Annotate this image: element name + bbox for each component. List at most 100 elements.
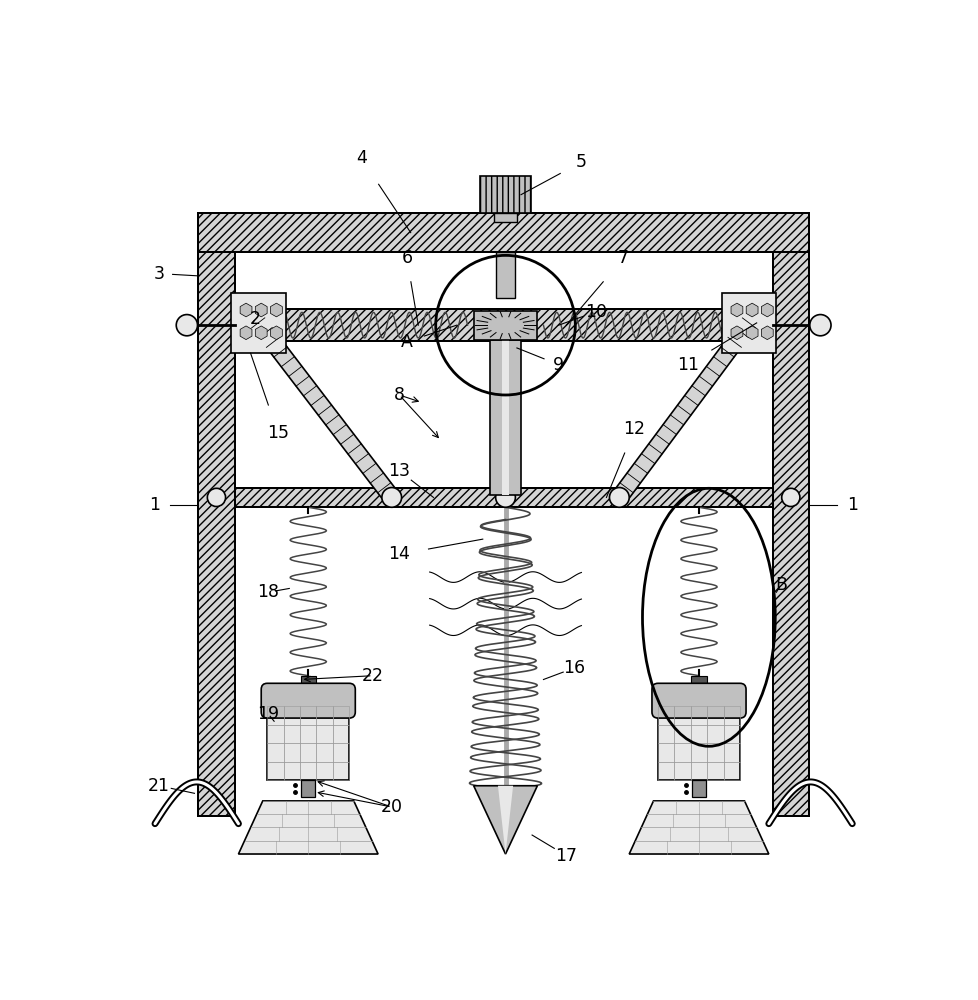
Circle shape	[207, 488, 225, 507]
Bar	[333, 743, 349, 762]
Text: 12: 12	[623, 420, 645, 438]
Bar	[690, 762, 706, 780]
Bar	[198, 213, 235, 816]
Polygon shape	[498, 786, 512, 854]
Text: 4: 4	[356, 149, 367, 167]
Bar	[301, 780, 315, 797]
Bar	[772, 213, 808, 816]
Bar	[674, 725, 690, 743]
Bar	[772, 213, 808, 816]
Text: B: B	[775, 576, 786, 594]
Bar	[267, 706, 284, 725]
Text: 7: 7	[617, 249, 628, 267]
Bar	[674, 743, 690, 762]
FancyBboxPatch shape	[651, 683, 745, 718]
Bar	[300, 706, 316, 725]
Bar	[333, 706, 349, 725]
Text: 17: 17	[555, 847, 577, 865]
Circle shape	[495, 488, 514, 507]
Polygon shape	[612, 318, 755, 502]
Text: 10: 10	[585, 303, 607, 321]
Bar	[284, 706, 300, 725]
Bar	[316, 725, 333, 743]
Bar	[723, 706, 739, 725]
Text: 8: 8	[393, 386, 404, 404]
Text: 1: 1	[149, 496, 159, 514]
Bar	[316, 706, 333, 725]
Bar	[284, 725, 300, 743]
Bar	[300, 676, 316, 691]
Bar	[300, 695, 316, 711]
Polygon shape	[629, 801, 768, 854]
Bar	[674, 706, 690, 725]
Bar	[267, 743, 284, 762]
Bar	[284, 743, 300, 762]
Bar	[721, 293, 776, 353]
Bar	[657, 743, 674, 762]
Polygon shape	[239, 801, 378, 854]
Bar	[333, 762, 349, 780]
Circle shape	[381, 488, 401, 507]
Bar	[300, 725, 316, 743]
Bar	[706, 762, 723, 780]
Text: 9: 9	[553, 356, 563, 374]
Bar	[316, 762, 333, 780]
Bar	[496, 252, 514, 298]
Text: 15: 15	[267, 424, 289, 442]
Bar	[501, 340, 509, 495]
Bar	[723, 725, 739, 743]
Bar	[657, 762, 674, 780]
Bar	[474, 311, 536, 340]
Bar	[691, 780, 705, 797]
Bar	[690, 743, 706, 762]
Bar	[479, 176, 531, 213]
Bar	[235, 488, 772, 507]
Bar	[690, 725, 706, 743]
Text: 20: 20	[380, 798, 402, 816]
Bar	[267, 762, 284, 780]
Bar	[706, 725, 723, 743]
Bar	[316, 743, 333, 762]
Text: 18: 18	[257, 583, 279, 601]
Bar	[657, 706, 739, 780]
Bar	[690, 706, 706, 725]
Bar	[300, 743, 316, 762]
Bar	[284, 762, 300, 780]
Text: 1: 1	[846, 496, 857, 514]
Text: 19: 19	[257, 705, 279, 723]
Bar	[490, 340, 520, 495]
Text: A: A	[401, 333, 413, 351]
Text: 21: 21	[148, 777, 169, 795]
Text: 5: 5	[575, 153, 586, 171]
Circle shape	[609, 488, 629, 507]
Bar	[235, 309, 772, 341]
Circle shape	[809, 315, 830, 336]
Bar	[267, 725, 284, 743]
Bar	[235, 252, 772, 816]
Bar	[198, 213, 808, 252]
Text: 6: 6	[401, 249, 412, 267]
Bar	[198, 213, 235, 816]
Bar	[235, 309, 772, 341]
Circle shape	[780, 488, 799, 507]
Bar	[723, 743, 739, 762]
Text: 11: 11	[676, 356, 698, 374]
Bar	[657, 706, 674, 725]
Bar	[300, 762, 316, 780]
Bar	[690, 695, 706, 711]
Bar	[657, 725, 674, 743]
Bar	[706, 706, 723, 725]
Text: 3: 3	[154, 265, 164, 283]
Bar	[723, 762, 739, 780]
Polygon shape	[251, 318, 398, 502]
Bar	[198, 213, 808, 252]
Bar	[235, 488, 772, 507]
Text: 2: 2	[249, 310, 260, 328]
Bar	[706, 743, 723, 762]
Text: 22: 22	[362, 667, 383, 685]
Text: 14: 14	[388, 545, 410, 563]
Bar	[231, 293, 286, 353]
FancyBboxPatch shape	[261, 683, 355, 718]
Text: 16: 16	[562, 659, 584, 677]
Polygon shape	[473, 786, 537, 854]
